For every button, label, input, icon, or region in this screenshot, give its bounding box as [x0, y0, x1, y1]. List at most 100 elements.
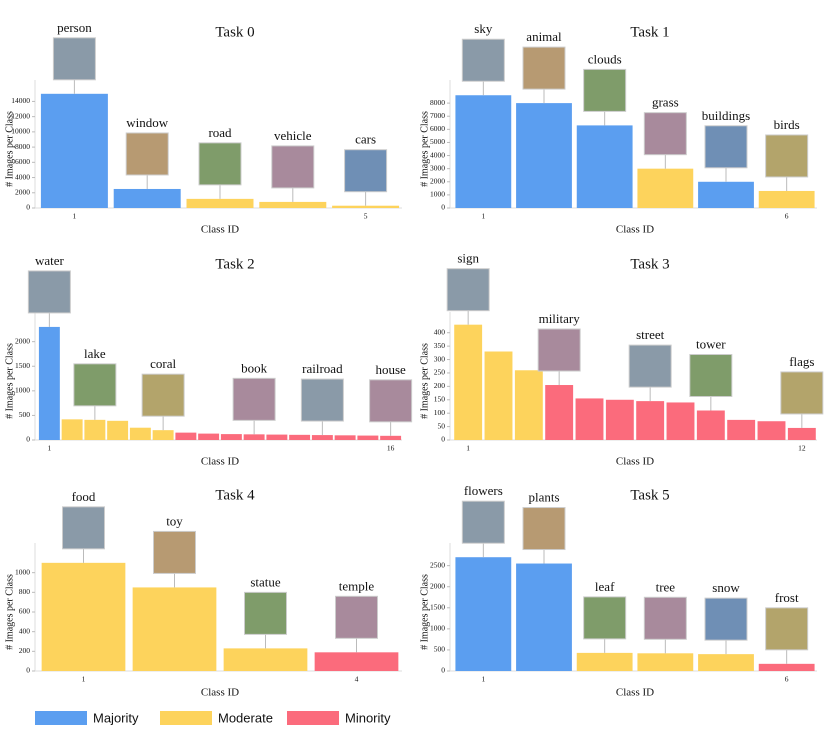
- bar: [757, 421, 786, 440]
- bar-label: sky: [474, 21, 493, 36]
- y-tick-label: 8000: [15, 142, 30, 151]
- bar: [152, 430, 174, 440]
- bar-label: frost: [775, 590, 799, 605]
- bar: [516, 103, 572, 208]
- y-tick-label: 14000: [11, 96, 30, 105]
- bar: [84, 419, 106, 440]
- y-tick-label: 50: [438, 421, 446, 430]
- y-tick-label: 10000: [11, 127, 30, 136]
- bar: [220, 434, 242, 440]
- bar: [758, 190, 815, 208]
- y-tick-label: 200: [434, 381, 446, 390]
- bar: [455, 95, 512, 208]
- bar: [545, 385, 574, 440]
- bar-label: cars: [355, 132, 376, 147]
- chart-title: Task 4: [215, 487, 255, 503]
- class-image: [537, 328, 581, 372]
- class-image: [583, 68, 627, 112]
- bar-label: toy: [166, 513, 183, 528]
- bar: [243, 434, 265, 440]
- bar-label: buildings: [702, 108, 750, 123]
- class-image: [198, 142, 242, 186]
- y-tick-label: 200: [19, 646, 31, 655]
- bar: [454, 324, 483, 440]
- x-tick-label: 1: [73, 212, 77, 221]
- x-axis-label: Class ID: [201, 456, 239, 468]
- bar-label: military: [539, 311, 581, 326]
- chart-title: Task 0: [215, 24, 254, 40]
- bar-label: street: [636, 327, 665, 342]
- y-tick-label: 0: [441, 666, 445, 675]
- bar: [107, 420, 129, 440]
- legend-label: Minority: [345, 710, 391, 725]
- bar-label: flags: [789, 354, 814, 369]
- bar: [61, 419, 83, 440]
- y-tick-label: 100: [434, 408, 446, 417]
- class-image: [27, 270, 71, 314]
- class-image: [446, 268, 490, 312]
- legend-label: Moderate: [218, 710, 273, 725]
- bar-label: grass: [652, 95, 679, 110]
- class-image: [704, 597, 748, 641]
- y-tick-label: 0: [26, 666, 30, 675]
- class-image: [52, 37, 96, 81]
- class-image: [461, 500, 505, 544]
- y-tick-label: 2000: [430, 176, 445, 185]
- bar-label: clouds: [588, 51, 622, 66]
- y-tick-label: 500: [434, 645, 446, 654]
- class-image: [643, 596, 687, 640]
- y-tick-label: 2000: [430, 581, 445, 590]
- bar: [186, 198, 254, 208]
- y-tick-label: 0: [26, 435, 30, 444]
- x-tick-label: 1: [48, 444, 52, 453]
- bar: [514, 370, 543, 440]
- y-tick-label: 400: [19, 626, 31, 635]
- bar-label: coral: [150, 356, 176, 371]
- bar-label: vehicle: [274, 128, 312, 143]
- y-tick-label: 0: [26, 203, 30, 212]
- bar-label: window: [126, 115, 169, 130]
- x-axis-label: Class ID: [201, 687, 239, 699]
- bar: [113, 188, 181, 208]
- y-tick-label: 1000: [15, 386, 30, 395]
- bar: [266, 434, 288, 440]
- bar: [636, 401, 665, 440]
- legend-swatch: [287, 711, 339, 725]
- y-tick-label: 4000: [15, 172, 30, 181]
- chart-title: Task 1: [630, 24, 669, 40]
- y-tick-label: 8000: [430, 98, 445, 107]
- bar: [516, 563, 572, 671]
- bar: [698, 181, 754, 208]
- bar-label: road: [208, 125, 232, 140]
- bar-label: leaf: [595, 579, 615, 594]
- bar: [605, 399, 634, 440]
- y-tick-label: 4000: [430, 150, 445, 159]
- bar: [727, 419, 756, 440]
- x-axis-label: Class ID: [616, 687, 654, 699]
- bar: [38, 326, 60, 440]
- class-image: [153, 530, 196, 574]
- y-tick-label: 5000: [430, 137, 445, 146]
- class-image: [461, 38, 505, 82]
- class-image: [62, 506, 105, 550]
- bar: [576, 652, 633, 671]
- y-tick-label: 2000: [15, 187, 30, 196]
- y-tick-label: 0: [441, 435, 445, 444]
- chart-title: Task 2: [215, 256, 254, 272]
- class-image: [765, 134, 809, 178]
- y-tick-label: 3000: [430, 163, 445, 172]
- class-image: [125, 132, 169, 176]
- bar-label: house: [375, 362, 406, 377]
- y-tick-label: 0: [441, 203, 445, 212]
- chart-title: Task 3: [630, 256, 669, 272]
- bar-label: book: [241, 360, 268, 375]
- bar: [198, 433, 220, 440]
- bar-label: lake: [84, 346, 106, 361]
- bar: [314, 652, 399, 671]
- bar: [380, 435, 402, 440]
- bar: [696, 410, 725, 440]
- bar: [175, 432, 197, 440]
- bar: [40, 93, 108, 208]
- y-tick-label: 250: [434, 368, 446, 377]
- class-image: [369, 379, 413, 423]
